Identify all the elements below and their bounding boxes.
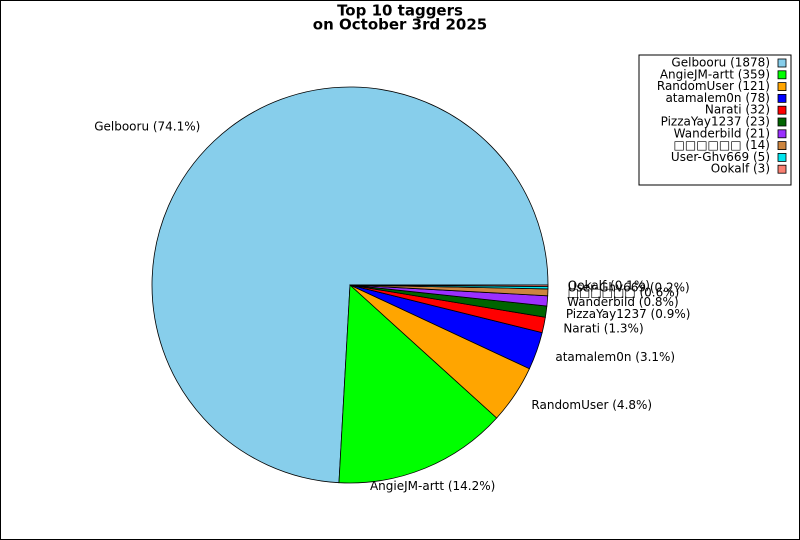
legend-swatch [777, 129, 787, 139]
legend-swatch [777, 70, 787, 80]
wedge-label: AngieJM-artt (14.2%) [370, 479, 495, 493]
legend-label: User-Ghv669 (5) [671, 150, 770, 164]
chart-subtitle: on October 3rd 2025 [313, 16, 487, 34]
legend-swatch [777, 164, 787, 174]
legend-label: AngieJM-artt (359) [660, 67, 770, 81]
legend-swatch [777, 105, 787, 115]
wedge-label: Narati (1.3%) [563, 321, 643, 335]
wedge-label: RandomUser (4.8%) [531, 398, 652, 412]
legend-label: Narati (32) [705, 103, 770, 117]
legend-label: atamalem0n (78) [665, 91, 770, 105]
legend-label: □□□□□□ (14) [674, 138, 770, 152]
wedge-label: PizzaYay1237 (0.9%) [566, 307, 691, 321]
wedge-label: User-Ghv669 (0.2%) [568, 280, 690, 294]
legend-box [638, 54, 792, 186]
legend-swatch [777, 58, 787, 68]
pie-wedge [338, 284, 498, 484]
legend-label: PizzaYay1237 (23) [661, 115, 770, 129]
wedge-label: atamalem0n (3.1%) [555, 350, 675, 364]
legend-swatch [777, 141, 787, 151]
legend-swatch [777, 117, 787, 127]
legend-label: Gelbooru (1878) [671, 56, 770, 70]
legend-swatch [777, 94, 787, 103]
legend-label: Ookalf (3) [711, 162, 770, 176]
wedge-label: Gelbooru (74.1%) [94, 119, 200, 133]
wedge-label: □□□□□□ (0.6%) [568, 286, 680, 300]
legend-swatch [777, 152, 787, 162]
chart-title: Top 10 taggers [337, 2, 463, 20]
wedge-label: Ookalf (0.1%) [568, 278, 650, 292]
legend-label: Wanderbild (21) [674, 126, 770, 140]
pie-wedge [349, 284, 549, 287]
wedge-label: Wanderbild (0.8%) [567, 295, 679, 309]
legend-label: RandomUser (121) [657, 79, 770, 93]
legend-swatch [777, 82, 787, 91]
